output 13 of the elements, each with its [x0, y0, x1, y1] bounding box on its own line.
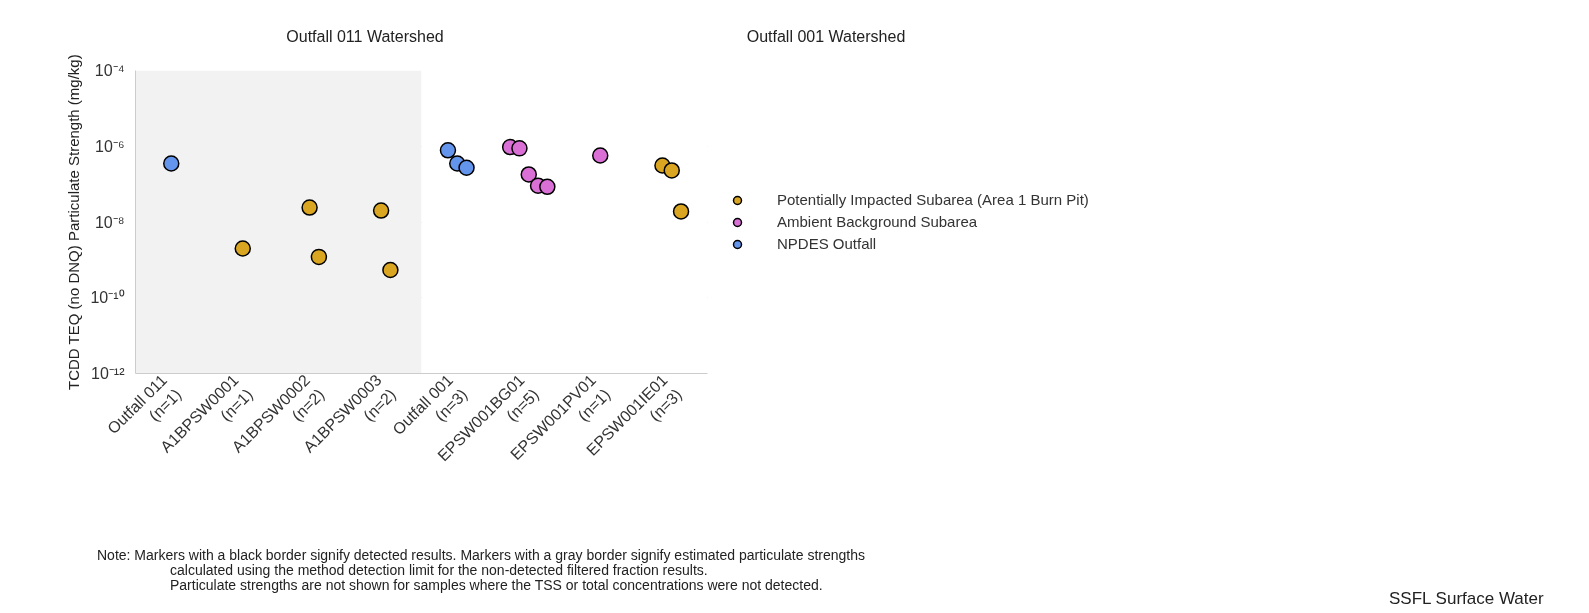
y-tick-label: 10⁻⁸ [94, 213, 125, 231]
legend-label: NPDES Outfall [777, 235, 877, 252]
y-tick-label: 10⁻⁴ [94, 62, 125, 79]
band-label: Outfall 011 Watershed [285, 27, 445, 47]
y-tick-label: 10⁻⁶ [95, 137, 125, 155]
y-axis-title: TCDD TEQ (no DNQ) Particulate Strength (mg/kg) [65, 54, 83, 390]
y-tick-label: 10⁻¹² [91, 365, 126, 382]
legend-label: Ambient Background Subarea [777, 213, 978, 230]
band-label: Outfall 001 Watershed [745, 27, 907, 47]
text: Note: Markers with a black border signify detected results. Markers with a gray border signify estimated particulate strengths calculated using the method detection limit for the non-detected filtered fraction results. Particulate strengths are not shown for samples where the TSS or total concentrations were not detected. [97, 546, 865, 595]
text: SSFL Surface Water [1389, 588, 1544, 610]
legend-label: Potentially Impacted Subarea (Area 1 Burn Pit) [777, 191, 1089, 208]
y-tick-label: 10⁻¹⁰ [90, 289, 125, 307]
